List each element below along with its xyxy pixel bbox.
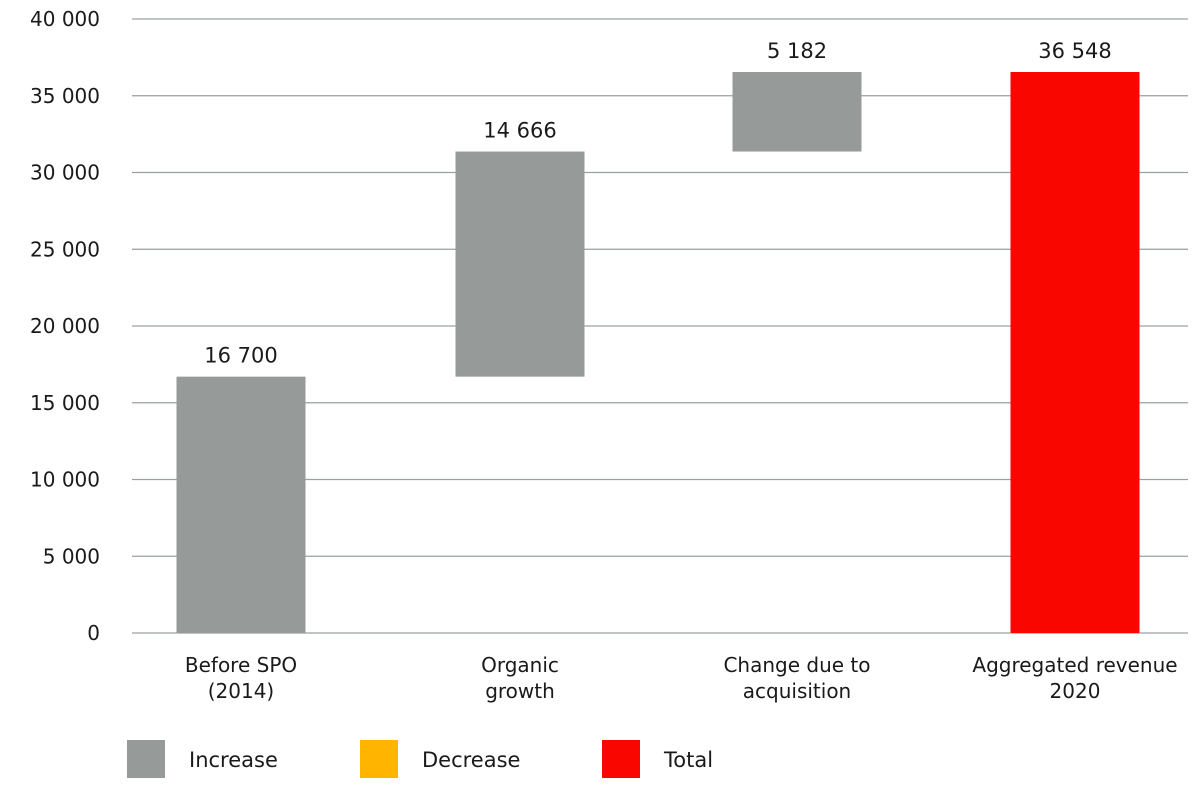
category-label: Aggregated revenue — [972, 653, 1177, 677]
y-tick-label: 35 000 — [30, 84, 100, 108]
bar-data-label: 14 666 — [483, 119, 556, 143]
y-axis-tick-labels: 0 5 000 10 000 15 000 20 000 25 000 30 000 35 0… — [30, 7, 100, 645]
legend-swatch — [602, 740, 640, 778]
y-tick-label: 10 000 — [30, 468, 100, 492]
y-tick-label: 25 000 — [30, 237, 100, 261]
category-label: acquisition — [743, 679, 851, 703]
category-label: Change due to — [723, 653, 870, 677]
bars — [176, 71, 1140, 633]
bar-increase — [455, 151, 585, 377]
gridlines — [132, 18, 1188, 634]
bar-data-label: 5 182 — [767, 39, 827, 63]
bar-data-label: 36 548 — [1038, 39, 1111, 63]
category-label: Before SPO — [185, 653, 297, 677]
category-label: 2020 — [1050, 679, 1101, 703]
y-tick-label: 30 000 — [30, 161, 100, 185]
legend-label: Decrease — [422, 748, 520, 772]
bar-increase — [176, 376, 306, 633]
y-tick-label: 40 000 — [30, 7, 100, 31]
legend-label: Total — [663, 748, 713, 772]
data-labels: 16 700 14 666 5 182 36 548 — [204, 39, 1111, 368]
y-tick-label: 15 000 — [30, 391, 100, 415]
y-tick-label: 20 000 — [30, 314, 100, 338]
category-label: (2014) — [208, 679, 275, 703]
bar-data-label: 16 700 — [204, 344, 277, 368]
legend-swatch — [127, 740, 165, 778]
legend-swatch — [360, 740, 398, 778]
bar-increase — [732, 71, 862, 152]
category-label: growth — [485, 679, 555, 703]
y-tick-label: 5 000 — [43, 544, 100, 568]
legend: Increase Decrease Total — [127, 740, 713, 778]
y-tick-label: 0 — [87, 621, 100, 645]
legend-label: Increase — [189, 748, 278, 772]
bar-total — [1010, 71, 1140, 633]
category-label: Organic — [481, 653, 559, 677]
